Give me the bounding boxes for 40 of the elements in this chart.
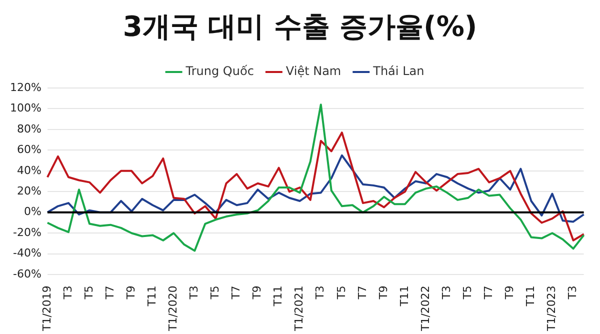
legend-label: Thái Lan (372, 64, 424, 78)
x-tick-label: T5 (334, 286, 348, 300)
x-tick-label: T3 (61, 286, 74, 300)
x-tick-label: T9 (250, 286, 264, 300)
x-tick-label: T1/2022 (418, 286, 432, 332)
x-tick-label: T1/2023 (545, 286, 558, 332)
y-tick-label: 100% (10, 102, 42, 115)
y-tick-label: 40% (16, 164, 42, 177)
x-tick-label: T11 (145, 286, 158, 308)
chart-title: 3개국 대미 수출 증가율(%) (122, 9, 478, 45)
x-tick-label: T1/2020 (166, 286, 180, 332)
x-tick-label: T3 (314, 286, 327, 300)
x-tick-label: T5 (460, 286, 474, 300)
x-tick-label: T3 (188, 286, 201, 300)
x-tick-label: T9 (503, 286, 516, 300)
x-tick-label: T1/2019 (40, 286, 54, 332)
y-tick-label: 20% (16, 184, 42, 198)
x-tick-label: T11 (272, 286, 285, 308)
y-tick-label: -40% (13, 246, 42, 260)
x-tick-label: T3 (566, 286, 580, 300)
x-tick-label: T7 (230, 286, 243, 300)
x-tick-label: T9 (376, 286, 390, 300)
x-tick-label: T3 (440, 286, 453, 300)
x-tick-label: T5 (208, 286, 222, 300)
legend-label: Việt Nam (286, 64, 342, 78)
x-tick-label: T11 (524, 286, 538, 308)
x-tick-label: T9 (124, 286, 138, 300)
y-tick-label: -20% (13, 226, 42, 239)
y-tick-label: 80% (16, 122, 42, 136)
x-tick-label: T7 (103, 286, 116, 300)
x-tick-label: T7 (356, 286, 369, 300)
y-tick-label: 60% (16, 143, 42, 156)
x-tick-label: T11 (398, 286, 411, 308)
y-tick-label: 120% (10, 80, 42, 94)
y-tick-label: -60% (13, 267, 42, 280)
x-tick-label: T5 (82, 286, 96, 300)
y-tick-label: 0% (24, 205, 42, 218)
x-tick-label: T1/2021 (292, 286, 306, 332)
legend-label: Trung Quốc (184, 64, 254, 78)
x-tick-label: T7 (482, 286, 496, 300)
